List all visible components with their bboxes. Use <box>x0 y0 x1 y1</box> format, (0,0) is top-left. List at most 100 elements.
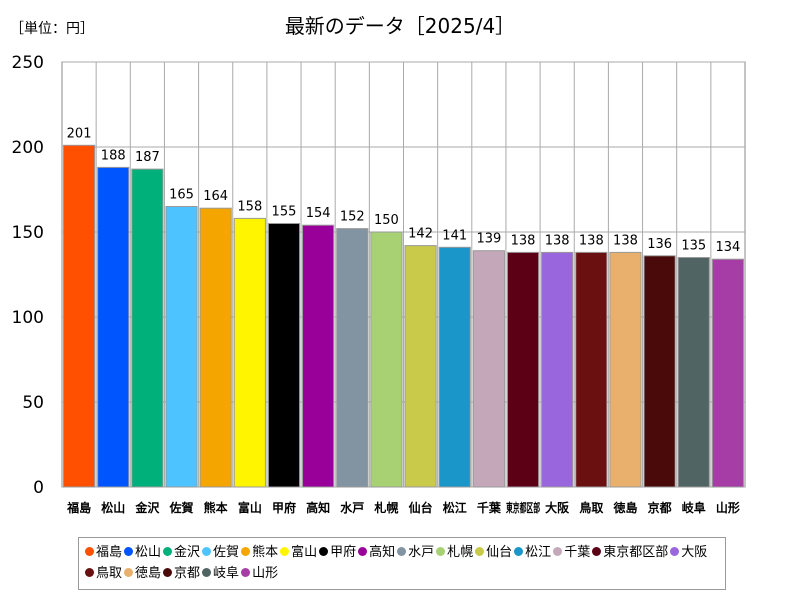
x-tick-label: 岐阜 <box>682 500 706 515</box>
legend-swatch <box>436 547 446 556</box>
legend-item: 富山 <box>280 542 317 563</box>
bar <box>711 258 744 488</box>
legend-label: 福島 <box>96 545 123 560</box>
data-label: 138 <box>579 233 604 248</box>
legend-swatch <box>202 568 212 577</box>
legend-swatch <box>85 568 94 577</box>
data-label: 187 <box>135 150 160 165</box>
data-label: 139 <box>476 232 501 247</box>
legend-label: 金沢 <box>174 545 201 560</box>
legend-item: 仙台 <box>475 542 512 563</box>
bar <box>165 206 198 488</box>
x-tick-label: 熊本 <box>204 500 228 515</box>
data-label: 142 <box>408 227 433 242</box>
x-tick-label: 札幌 <box>373 500 398 515</box>
x-tick-label: 東京都区部 <box>506 500 540 515</box>
legend-label: 水戸 <box>408 545 435 560</box>
legend-swatch <box>241 568 251 577</box>
legend-item: 山形 <box>241 563 278 584</box>
data-label: 154 <box>306 206 331 221</box>
bar <box>404 245 437 488</box>
legend-swatch <box>163 547 173 556</box>
legend-item: 札幌 <box>436 542 473 563</box>
legend-label: 熊本 <box>252 545 279 560</box>
bar <box>643 255 676 488</box>
legend: 福島 松山 金沢 佐賀 熊本 富山 甲府 高知 水戸 札幌 仙台 松江 千葉 東京都区部 大阪鳥取 徳島 京都岐… <box>78 537 726 590</box>
bar <box>677 257 710 488</box>
data-label: 150 <box>374 213 399 228</box>
legend-item: 甲府 <box>319 542 356 563</box>
x-tick-label: 富山 <box>238 500 262 515</box>
y-tick-label: 250 <box>12 53 44 73</box>
legend-label: 札幌 <box>447 545 474 560</box>
legend-label: 岐阜 <box>213 566 240 581</box>
y-tick-label: 100 <box>12 308 44 328</box>
x-tick-label: 金沢 <box>134 500 160 515</box>
x-tick-label: 甲府 <box>272 500 296 515</box>
legend-label: 富山 <box>291 545 318 560</box>
legend-label: 甲府 <box>330 545 357 560</box>
data-label: 135 <box>681 239 706 254</box>
legend-swatch <box>319 547 329 556</box>
unit-label: ［単位：円］ <box>10 21 94 37</box>
bar <box>575 251 608 488</box>
legend-swatch <box>202 547 212 556</box>
legend-item: 水戸 <box>397 542 434 563</box>
legend-item: 大阪 <box>670 542 707 563</box>
x-tick-label: 山形 <box>716 500 740 515</box>
bar <box>541 251 574 488</box>
bar <box>302 224 335 488</box>
legend-item: 東京都区部 <box>592 542 668 563</box>
data-label: 138 <box>613 233 638 248</box>
bar <box>233 217 266 488</box>
bar <box>97 166 130 488</box>
bar <box>336 228 369 488</box>
legend-item: 佐賀 <box>202 542 239 563</box>
x-tick-label: 徳島 <box>612 500 637 515</box>
legend-item: 徳島 <box>124 563 161 584</box>
legend-item: 金沢 <box>163 542 200 563</box>
legend-swatch <box>670 547 680 556</box>
bar <box>506 251 540 488</box>
legend-label: 佐賀 <box>213 545 240 560</box>
legend-item: 高知 <box>358 542 395 563</box>
chart-title: 最新のデータ［2025/4］ <box>284 14 516 38</box>
x-tick-label: 仙台 <box>409 500 433 515</box>
legend-item: 千葉 <box>553 542 590 563</box>
x-tick-label: 水戸 <box>340 500 364 515</box>
data-label: 138 <box>511 233 536 248</box>
x-tick-label: 松山 <box>101 500 125 515</box>
data-label: 201 <box>67 126 92 141</box>
legend-item: 松山 <box>124 542 161 563</box>
data-label: 136 <box>647 237 672 252</box>
legend-swatch <box>397 547 407 556</box>
legend-label: 東京都区部 <box>603 545 669 560</box>
y-tick-label: 150 <box>12 223 44 243</box>
bar <box>267 223 301 488</box>
data-label: 138 <box>545 233 570 248</box>
data-label: 155 <box>272 205 297 220</box>
legend-swatch <box>514 547 524 556</box>
x-tick-label: 千葉 <box>477 500 502 515</box>
data-label: 188 <box>101 148 126 163</box>
bar <box>199 207 232 488</box>
legend-swatch <box>124 547 134 556</box>
x-tick-label: 高知 <box>306 500 330 515</box>
bar <box>609 251 642 488</box>
y-tick-label: 0 <box>33 478 44 498</box>
bar <box>472 250 505 488</box>
legend-label: 徳島 <box>135 566 162 581</box>
legend-label: 仙台 <box>486 545 513 560</box>
legend-item: 岐阜 <box>202 563 239 584</box>
legend-label: 高知 <box>369 545 396 560</box>
legend-swatch <box>592 547 602 556</box>
legend-label: 鳥取 <box>96 566 123 581</box>
bar <box>370 231 403 488</box>
data-label: 158 <box>237 199 262 214</box>
legend-swatch <box>553 547 563 556</box>
legend-item: 松江 <box>514 542 551 563</box>
legend-label: 山形 <box>252 566 279 581</box>
legend-swatch <box>85 547 94 556</box>
legend-swatch <box>241 547 251 556</box>
